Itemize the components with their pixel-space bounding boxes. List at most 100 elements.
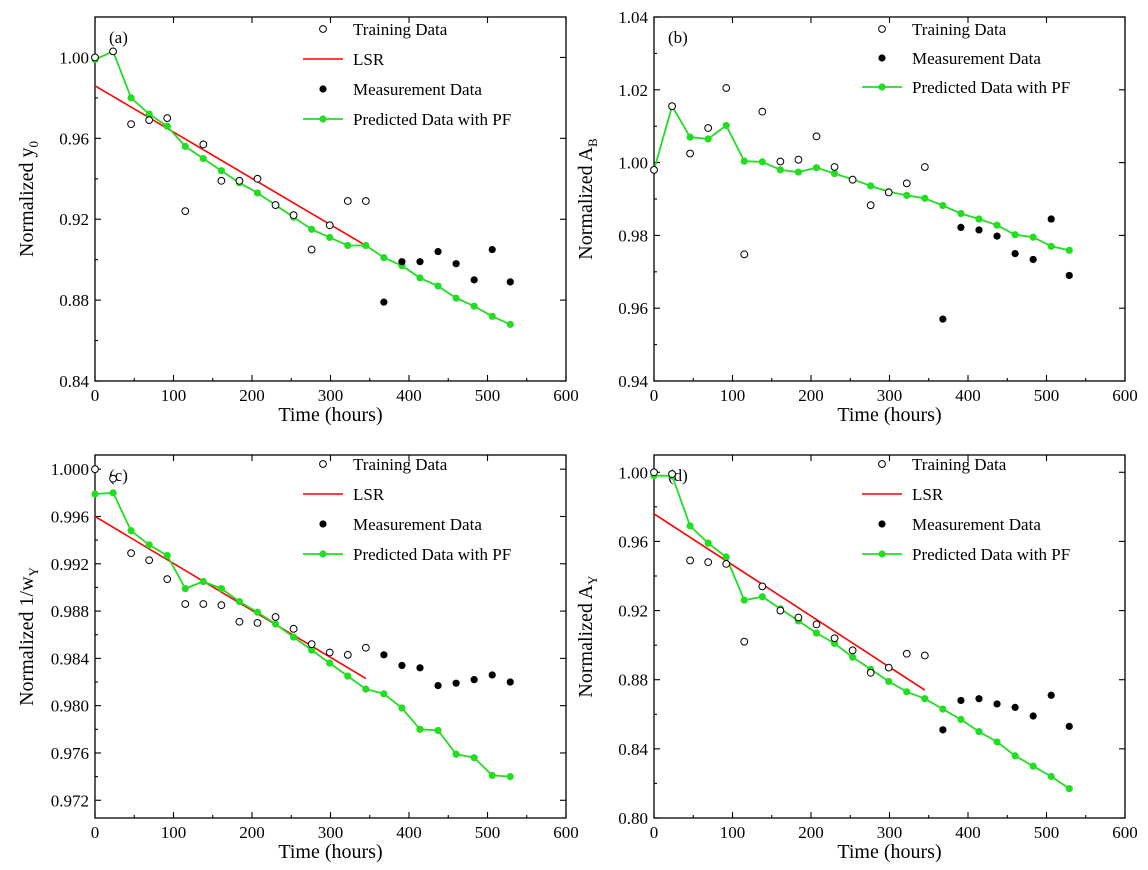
x-axis-title: Time (hours) bbox=[278, 841, 382, 863]
pf-point bbox=[217, 167, 225, 175]
legend-label-measurement: Measurement Data bbox=[353, 80, 482, 99]
pf-point bbox=[416, 725, 424, 733]
training-point bbox=[686, 149, 695, 158]
y-axis-title-subscript: Y bbox=[585, 575, 600, 585]
legend-label-lsr: LSR bbox=[912, 485, 944, 504]
legend-measurement-marker bbox=[878, 520, 886, 528]
pf-point bbox=[308, 646, 316, 654]
training-point bbox=[235, 176, 244, 185]
pf-point bbox=[939, 705, 947, 713]
pf-point bbox=[722, 121, 730, 130]
training-point bbox=[181, 600, 190, 608]
y-tick-label: 0.96 bbox=[618, 532, 648, 551]
training-point bbox=[91, 465, 99, 474]
y-axis-title: Normalized AB bbox=[575, 138, 600, 260]
training-point bbox=[794, 155, 803, 164]
x-tick-label: 100 bbox=[720, 823, 746, 842]
pf-point bbox=[794, 168, 803, 176]
y-tick-label: 1.02 bbox=[618, 81, 648, 100]
pf-point bbox=[416, 274, 424, 282]
training-point bbox=[884, 663, 893, 672]
y-axis-title-subscript: Y bbox=[26, 566, 41, 576]
pf-point bbox=[452, 294, 460, 302]
measurement-point bbox=[452, 679, 460, 687]
pf-point bbox=[1065, 246, 1073, 254]
training-point bbox=[325, 648, 334, 657]
legend-pf-marker bbox=[878, 550, 886, 558]
y-tick-label: 0.96 bbox=[59, 129, 89, 148]
measurement-point bbox=[1029, 712, 1037, 720]
measurement-point bbox=[380, 298, 388, 306]
pf-point bbox=[199, 577, 207, 586]
pf-series-line bbox=[654, 474, 1070, 790]
measurement-point bbox=[380, 651, 388, 659]
training-point bbox=[307, 640, 316, 649]
training-point bbox=[758, 107, 767, 116]
y-tick-label: 0.972 bbox=[51, 791, 89, 810]
y-tick-label: 0.80 bbox=[618, 809, 648, 828]
legend-label-pf: Predicted Data with PF bbox=[912, 78, 1070, 97]
lsr-line bbox=[94, 515, 367, 680]
measurement-point bbox=[470, 276, 478, 284]
pf-point bbox=[1029, 762, 1037, 770]
legend-training-marker bbox=[319, 25, 327, 33]
legend-measurement-marker bbox=[878, 54, 886, 62]
training-point bbox=[217, 601, 226, 610]
y-tick-label: 1.00 bbox=[618, 463, 648, 482]
training-point bbox=[740, 637, 749, 646]
pf-point bbox=[993, 221, 1001, 229]
legend-label-training: Training Data bbox=[912, 455, 1007, 474]
training-point bbox=[722, 84, 731, 92]
y-tick-label: 1.00 bbox=[618, 154, 648, 173]
y-axis-title-subscript: B bbox=[585, 138, 600, 147]
pf-point bbox=[398, 704, 406, 712]
legend-label-pf: Predicted Data with PF bbox=[353, 110, 511, 129]
measurement-point bbox=[452, 260, 460, 268]
legend: Training Data LSR Measurement Data Predicte… bbox=[303, 455, 511, 564]
y-tick-label: 0.92 bbox=[618, 602, 648, 621]
pf-point bbox=[740, 596, 748, 604]
pf-point bbox=[1065, 785, 1073, 793]
legend-pf-marker bbox=[878, 83, 886, 91]
training-point bbox=[271, 201, 280, 209]
legend: Training Data Measurement Data Predicted D… bbox=[862, 20, 1070, 97]
y-tick-label: 0.976 bbox=[51, 744, 89, 763]
training-point bbox=[920, 163, 929, 171]
training-point bbox=[758, 582, 767, 591]
y-axis-title-main: Normalized 1/w bbox=[16, 576, 38, 706]
training-point bbox=[704, 124, 713, 132]
training-point bbox=[884, 188, 893, 197]
pf-point bbox=[921, 194, 929, 202]
pf-point bbox=[1011, 231, 1019, 239]
legend-label-measurement: Measurement Data bbox=[912, 515, 1041, 534]
x-tick-label: 0 bbox=[91, 823, 100, 842]
pf-point bbox=[253, 189, 262, 197]
x-tick-label: 200 bbox=[239, 386, 265, 405]
training-point bbox=[704, 558, 713, 567]
pf-point bbox=[109, 489, 117, 497]
pf-point bbox=[1029, 233, 1037, 241]
legend-label-measurement: Measurement Data bbox=[912, 49, 1041, 68]
measurement-point bbox=[416, 664, 424, 672]
pf-point bbox=[470, 754, 478, 762]
y-tick-label: 0.988 bbox=[51, 602, 89, 621]
pf-point bbox=[181, 585, 189, 593]
pf-point bbox=[271, 620, 280, 628]
pf-series-line bbox=[94, 50, 511, 326]
pf-point bbox=[452, 750, 460, 758]
training-point bbox=[812, 620, 821, 629]
training-point bbox=[776, 606, 785, 615]
pf-point bbox=[758, 158, 766, 166]
pf-point bbox=[344, 672, 352, 680]
y-tick-label: 0.984 bbox=[51, 649, 90, 668]
y-tick-label: 0.94 bbox=[618, 372, 648, 391]
x-axis-title: Time (hours) bbox=[278, 404, 382, 426]
training-point bbox=[794, 613, 803, 622]
plot-frame bbox=[653, 454, 1126, 819]
legend-measurement-marker bbox=[319, 520, 327, 528]
training-point bbox=[163, 114, 172, 123]
pf-point bbox=[776, 166, 784, 174]
training-point bbox=[776, 157, 785, 166]
pf-point bbox=[91, 490, 99, 498]
